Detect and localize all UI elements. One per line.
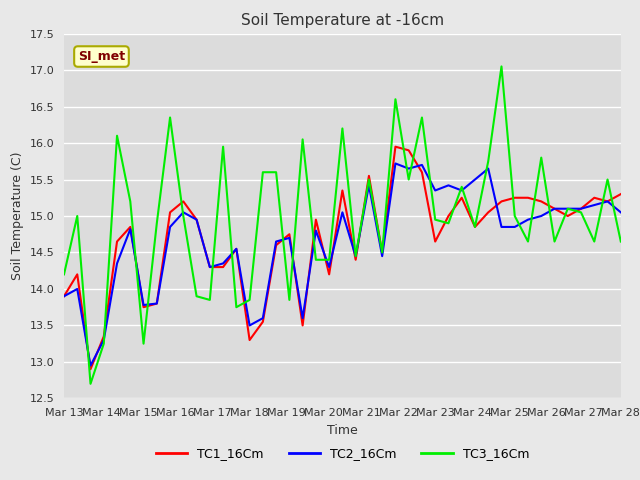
Text: SI_met: SI_met	[78, 50, 125, 63]
X-axis label: Time: Time	[327, 424, 358, 437]
Legend: TC1_16Cm, TC2_16Cm, TC3_16Cm: TC1_16Cm, TC2_16Cm, TC3_16Cm	[151, 442, 534, 465]
Title: Soil Temperature at -16cm: Soil Temperature at -16cm	[241, 13, 444, 28]
Y-axis label: Soil Temperature (C): Soil Temperature (C)	[11, 152, 24, 280]
